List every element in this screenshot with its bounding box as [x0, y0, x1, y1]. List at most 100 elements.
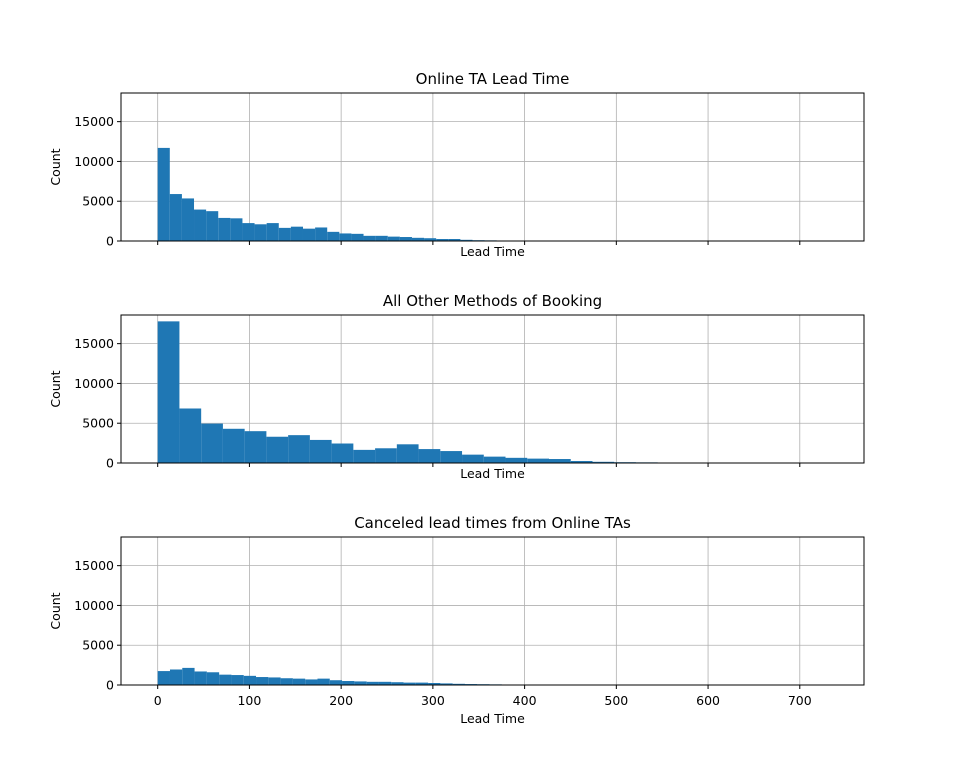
histogram-bar: [342, 681, 355, 685]
y-tick-label: 15000: [74, 114, 114, 129]
histogram-bar: [452, 683, 465, 685]
histogram-bar: [157, 671, 170, 685]
subplot-3: 0 100 200 300 400 500 600 700 0 5000 10000 15000 Can…: [48, 514, 865, 726]
histogram-bar: [505, 457, 528, 463]
histogram-bar: [436, 239, 449, 241]
y-axis-label: Count: [48, 592, 63, 629]
histogram-bar: [424, 238, 437, 241]
histogram-bar: [254, 224, 267, 241]
histogram-bar: [527, 458, 550, 463]
histogram-bar: [206, 672, 220, 685]
chart-title: Online TA Lead Time: [416, 70, 570, 88]
x-tick-label: 300: [421, 693, 445, 708]
x-axis-label: Lead Time: [460, 711, 525, 726]
subplot-1: 0 5000 10000 15000 Online TA Lead Time Lead T…: [48, 70, 865, 259]
histogram-bar: [231, 675, 244, 685]
histogram-bar: [317, 678, 330, 685]
chart-title: All Other Methods of Booking: [383, 292, 602, 310]
histogram-bar: [169, 669, 183, 685]
histogram-bar: [396, 444, 419, 463]
histogram-bar: [399, 237, 412, 241]
histogram-bar: [351, 233, 364, 241]
histogram-bar: [366, 681, 379, 685]
histogram-bar: [302, 228, 316, 241]
histogram-bar: [570, 461, 593, 463]
histogram-bar: [230, 218, 243, 241]
histogram-bar: [278, 227, 291, 241]
histogram-bar: [378, 681, 392, 685]
histogram-bar: [448, 239, 461, 241]
histogram-bar: [266, 436, 289, 463]
x-tick-label: 0: [154, 693, 162, 708]
x-tick-label: 400: [513, 693, 537, 708]
x-tick-label: 200: [329, 693, 353, 708]
histogram-bar: [305, 679, 318, 685]
y-tick-label: 0: [106, 456, 114, 471]
histogram-bar: [242, 223, 255, 241]
histogram-bar: [194, 209, 207, 241]
y-tick-label: 15000: [74, 336, 114, 351]
histogram-bar: [309, 439, 332, 463]
histogram-bar: [375, 235, 388, 241]
histogram-bar: [403, 682, 416, 685]
y-tick-label: 5000: [82, 416, 114, 431]
histogram-bar: [182, 667, 195, 685]
x-tick-label: 600: [696, 693, 720, 708]
x-axis-label: Lead Time: [460, 244, 525, 259]
histogram-bar: [268, 677, 281, 685]
histogram-bar: [339, 233, 352, 241]
histogram-bar: [244, 431, 267, 463]
histogram-bar: [290, 226, 303, 241]
y-tick-label: 0: [106, 234, 114, 249]
histogram-bar: [387, 236, 400, 241]
histogram-bar: [428, 683, 441, 685]
y-tick-label: 10000: [74, 154, 114, 169]
histogram-bar: [549, 459, 571, 463]
histogram-bar: [483, 456, 506, 463]
histogram-bar: [460, 239, 473, 241]
y-axis-label: Count: [48, 148, 63, 185]
histogram-bar: [375, 448, 397, 463]
histogram-bar: [280, 678, 293, 685]
histogram-bar: [440, 451, 463, 463]
histogram-bar: [243, 675, 257, 685]
histogram-bar: [157, 147, 170, 241]
histogram-bar: [157, 321, 180, 463]
histogram-bar: [462, 454, 484, 463]
axes-frame: [120, 314, 865, 464]
histogram-bar: [315, 227, 328, 241]
histogram-bar: [415, 682, 429, 685]
x-tick-label: 500: [604, 693, 628, 708]
histogram-bar: [331, 443, 354, 463]
histogram-bar: [179, 408, 202, 463]
y-tick-label: 10000: [74, 376, 114, 391]
axes-frame: [120, 92, 865, 242]
histogram-bar: [201, 423, 223, 463]
histogram-bar: [266, 223, 279, 241]
y-tick-label: 5000: [82, 638, 114, 653]
histogram-bar: [327, 231, 340, 241]
histogram-bar: [256, 677, 269, 685]
histogram-bar: [222, 428, 245, 463]
histogram-bar: [181, 198, 195, 241]
histogram-bar: [219, 674, 232, 685]
histogram-bar: [354, 681, 367, 685]
histogram-bar: [169, 194, 182, 241]
chart-title: Canceled lead times from Online TAs: [354, 514, 631, 532]
y-tick-label: 5000: [82, 194, 114, 209]
histogram-bar: [329, 680, 343, 685]
histogram-bar: [288, 435, 310, 463]
histogram-bar: [391, 682, 404, 685]
histogram-bar: [218, 217, 231, 241]
x-tick-label: 100: [237, 693, 261, 708]
histogram-bar: [592, 461, 615, 463]
y-tick-label: 0: [106, 678, 114, 693]
histogram-bar: [440, 683, 453, 685]
histogram-bar: [206, 211, 219, 241]
axes-frame: [120, 536, 865, 686]
subplot-2: 0 5000 10000 15000 All Other Methods of Book…: [48, 292, 865, 481]
histogram-bar: [292, 678, 306, 685]
y-tick-label: 15000: [74, 558, 114, 573]
histogram-bar: [363, 235, 376, 241]
